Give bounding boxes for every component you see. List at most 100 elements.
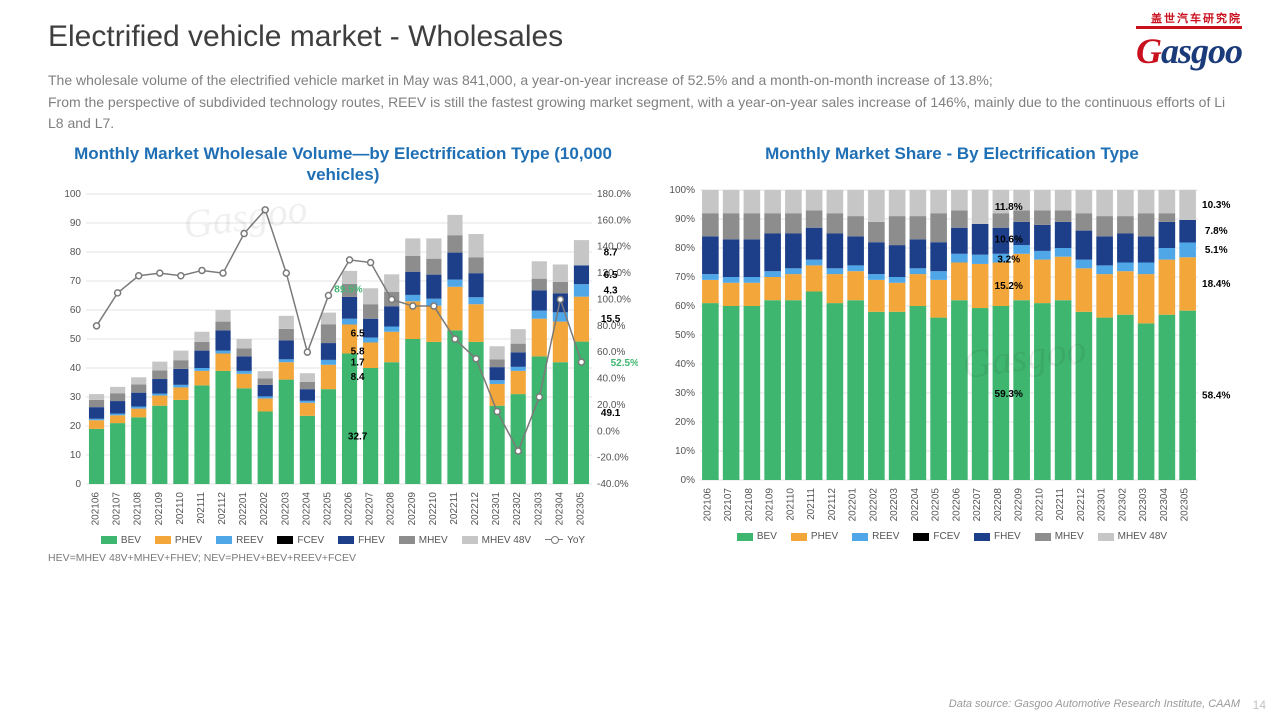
svg-text:202108: 202108 (133, 491, 144, 525)
svg-text:40.0%: 40.0% (597, 373, 625, 384)
svg-text:4.3: 4.3 (604, 285, 618, 296)
svg-text:202209: 202209 (407, 491, 418, 525)
svg-text:160.0%: 160.0% (597, 215, 631, 226)
svg-text:1.7: 1.7 (351, 357, 365, 368)
svg-text:89.5%: 89.5% (334, 284, 362, 295)
svg-text:202208: 202208 (993, 488, 1004, 522)
svg-text:202110: 202110 (785, 488, 796, 521)
svg-text:202207: 202207 (972, 488, 983, 522)
svg-text:202112: 202112 (217, 491, 228, 524)
svg-text:202205: 202205 (931, 488, 942, 522)
svg-text:202106: 202106 (91, 491, 102, 525)
right-legend: BEVPHEVREEVFCEVFHEVMHEVMHEV 48V (662, 531, 1242, 542)
svg-text:8.7: 8.7 (604, 247, 618, 258)
svg-text:180.0%: 180.0% (597, 189, 631, 200)
svg-text:202110: 202110 (175, 491, 186, 524)
svg-text:11.8%: 11.8% (995, 202, 1023, 213)
svg-text:8.4: 8.4 (351, 372, 365, 383)
svg-text:50%: 50% (675, 330, 695, 341)
svg-text:10.6%: 10.6% (995, 235, 1023, 246)
svg-text:40: 40 (70, 363, 82, 374)
svg-text:202204: 202204 (910, 488, 921, 522)
svg-text:15.2%: 15.2% (995, 281, 1023, 292)
svg-text:10%: 10% (675, 446, 695, 457)
svg-text:3.2%: 3.2% (997, 255, 1020, 266)
svg-text:202206: 202206 (951, 488, 962, 522)
svg-text:40%: 40% (675, 359, 695, 370)
right-chart: Gasgoo Monthly Market Share - By Electri… (662, 143, 1242, 564)
svg-text:202108: 202108 (744, 488, 755, 522)
svg-text:70: 70 (70, 276, 82, 287)
svg-text:20%: 20% (675, 417, 695, 428)
svg-text:202211: 202211 (1055, 488, 1066, 521)
svg-text:70%: 70% (675, 272, 695, 283)
svg-text:202303: 202303 (1138, 488, 1149, 522)
svg-text:202107: 202107 (112, 491, 123, 525)
svg-text:202205: 202205 (322, 491, 333, 525)
svg-text:202202: 202202 (259, 491, 270, 525)
svg-text:202212: 202212 (1076, 488, 1087, 522)
svg-text:20: 20 (70, 421, 82, 432)
svg-text:90%: 90% (675, 214, 695, 225)
svg-text:-40.0%: -40.0% (597, 479, 629, 490)
svg-text:5.8: 5.8 (351, 346, 365, 357)
brand-logo: 盖世汽车研究院 Gasgoo (1136, 14, 1242, 69)
page-number: 14 (1253, 698, 1266, 712)
svg-text:202212: 202212 (470, 491, 481, 525)
svg-text:49.1: 49.1 (601, 407, 621, 418)
svg-text:10: 10 (70, 450, 82, 461)
svg-text:202208: 202208 (386, 491, 397, 525)
svg-text:100%: 100% (669, 185, 695, 196)
svg-text:202305: 202305 (575, 491, 586, 525)
svg-text:202107: 202107 (723, 488, 734, 522)
svg-text:202203: 202203 (889, 488, 900, 522)
svg-text:30%: 30% (675, 388, 695, 399)
svg-text:202210: 202210 (428, 491, 439, 525)
svg-text:202109: 202109 (765, 488, 776, 522)
svg-text:0.0%: 0.0% (597, 426, 620, 437)
svg-text:202304: 202304 (1159, 488, 1170, 522)
svg-text:202202: 202202 (868, 488, 879, 522)
svg-text:202109: 202109 (154, 491, 165, 525)
svg-text:202210: 202210 (1034, 488, 1045, 522)
svg-text:202111: 202111 (196, 491, 207, 523)
svg-text:30: 30 (70, 392, 82, 403)
share-chart-svg: 0%10%20%30%40%50%60%70%80%90%100%2021062… (662, 182, 1242, 522)
svg-text:-20.0%: -20.0% (597, 452, 629, 463)
svg-text:202201: 202201 (848, 488, 859, 522)
svg-text:202302: 202302 (1117, 488, 1128, 522)
svg-text:0%: 0% (681, 475, 696, 486)
svg-text:60.0%: 60.0% (597, 347, 625, 358)
svg-text:202304: 202304 (554, 491, 565, 525)
svg-text:90: 90 (70, 218, 82, 229)
svg-text:202302: 202302 (512, 491, 523, 525)
svg-text:15.5: 15.5 (601, 314, 621, 325)
svg-text:202305: 202305 (1180, 488, 1191, 522)
svg-text:202204: 202204 (301, 491, 312, 525)
svg-text:0: 0 (75, 479, 81, 490)
description: The wholesale volume of the electrified … (48, 70, 1240, 135)
svg-text:18.4%: 18.4% (1202, 279, 1230, 290)
svg-text:202106: 202106 (702, 488, 713, 522)
svg-text:7.8%: 7.8% (1205, 226, 1228, 237)
svg-text:202211: 202211 (449, 491, 460, 524)
left-chart: Gasgoo Monthly Market Wholesale Volume—b… (48, 143, 638, 564)
svg-text:100: 100 (64, 189, 81, 200)
data-source: Data source: Gasgoo Automotive Research … (949, 698, 1240, 710)
svg-text:202301: 202301 (491, 491, 502, 525)
svg-text:52.5%: 52.5% (611, 358, 638, 369)
svg-text:60: 60 (70, 305, 82, 316)
svg-text:202206: 202206 (344, 491, 355, 525)
footnote: HEV=MHEV 48V+MHEV+FHEV; NEV=PHEV+BEV+REE… (48, 552, 638, 564)
svg-text:6.5: 6.5 (351, 328, 365, 339)
svg-text:202209: 202209 (1014, 488, 1025, 522)
svg-text:80: 80 (70, 247, 82, 258)
svg-text:50: 50 (70, 334, 82, 345)
svg-text:10.3%: 10.3% (1202, 200, 1230, 211)
svg-text:202112: 202112 (827, 488, 838, 521)
svg-text:58.4%: 58.4% (1202, 391, 1230, 402)
left-legend: BEVPHEVREEVFCEVFHEVMHEVMHEV 48VYoY (48, 535, 638, 546)
svg-text:6.5: 6.5 (604, 269, 618, 280)
svg-text:202201: 202201 (238, 491, 249, 525)
svg-text:202203: 202203 (280, 491, 291, 525)
